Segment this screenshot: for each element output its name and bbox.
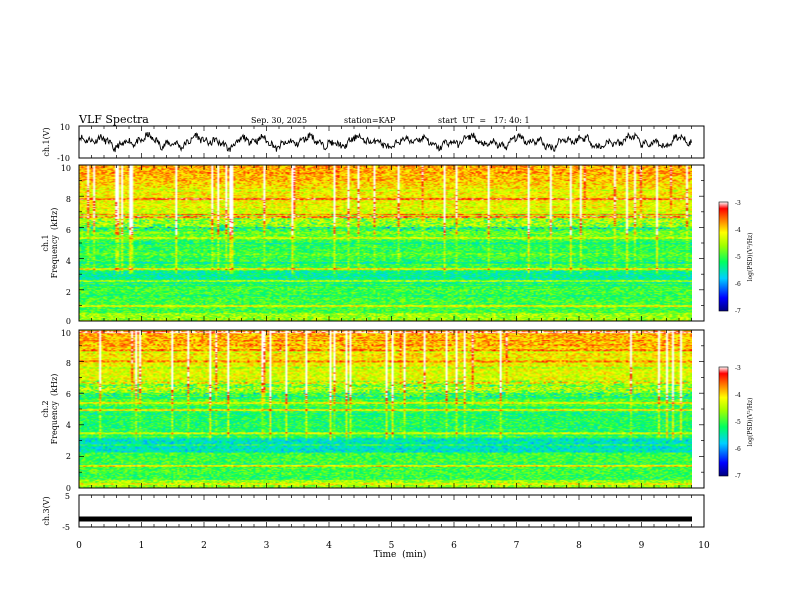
x-tick-label-0: 0 xyxy=(76,541,82,551)
ch2-freq-tick-0: 0 xyxy=(66,484,71,493)
ch2-freq-tick-10: 10 xyxy=(61,329,71,338)
ch2-colorbar-tick-m3: -3 xyxy=(735,365,741,372)
ch2-freq-tick-2: 2 xyxy=(66,452,71,461)
ch1-spectrogram-image xyxy=(79,165,692,321)
ch1-waveform-panel: 10 -10 ch.1(V) xyxy=(42,123,705,163)
chart-title: VLF Spectra xyxy=(78,113,149,126)
x-tick-label-2: 2 xyxy=(201,541,207,551)
x-tick-label-8: 8 xyxy=(576,541,582,551)
ch2-freq-tick-4: 4 xyxy=(66,421,71,430)
ch2-colorbar-tick-m5: -5 xyxy=(735,419,741,426)
start-time-label: start UT = 17: 40: 1 xyxy=(438,116,530,125)
x-tick-label-3: 3 xyxy=(264,541,270,551)
ch2-colorbar-label: log(PSD)(V²/Hz) xyxy=(747,398,754,447)
x-tick-label-4: 4 xyxy=(326,541,332,551)
ch1-freq-tick-10: 10 xyxy=(61,164,71,173)
ch2-colorbar: -3 -4 -5 -6 -7 log(PSD)(V²/Hz) xyxy=(718,365,754,480)
x-tick-label-1: 1 xyxy=(139,541,145,551)
ch2-colorbar-tick-m7: -7 xyxy=(735,473,741,480)
ch1-freq-tick-8: 8 xyxy=(66,195,71,204)
ch3-waveform-x-ticks xyxy=(78,495,705,527)
ch3-waveform-ytick-top: 5 xyxy=(65,492,70,501)
ch1-colorbar: -3 -4 -5 -6 -7 log(PSD)(V²/Hz) xyxy=(718,200,754,315)
ch1-freq-tick-6: 6 xyxy=(66,226,71,235)
ch1-freq-tick-2: 2 xyxy=(66,288,71,297)
ch1-freq-tick-4: 4 xyxy=(66,257,71,266)
ch1-freq-tick-0: 0 xyxy=(66,317,71,326)
ch3-waveform-panel: 5 -5 ch.3(V) xyxy=(42,492,705,532)
ch2-freq-tick-6: 6 xyxy=(66,390,71,399)
x-tick-label-6: 6 xyxy=(451,541,457,551)
ch2-spectrogram-panel: 0 2 4 6 8 10 ch.2 Frequency (kHz) xyxy=(41,329,705,493)
ch2-colorbar-tick-m6: -6 xyxy=(735,446,741,453)
ch1-colorbar-label: log(PSD)(V²/Hz) xyxy=(747,233,754,282)
x-tick-label-7: 7 xyxy=(514,541,520,551)
x-tick-label-10: 10 xyxy=(698,541,710,551)
ch1-colorbar-tick-m7: -7 xyxy=(735,308,741,315)
ch3-waveform-ytick-bottom: -5 xyxy=(62,523,70,532)
ch1-spectrogram-ylabel-frequency: Frequency (kHz) xyxy=(50,208,59,279)
ch1-spectrogram-ylabel-channel: ch.1 xyxy=(41,234,50,251)
ch3-waveform-ylabel: ch.3(V) xyxy=(42,496,51,525)
ch1-colorbar-tick-m4: -4 xyxy=(735,227,741,234)
ch1-waveform-ylabel: ch.1(V) xyxy=(42,127,51,156)
x-axis: 0 1 2 3 4 5 6 7 8 9 10 Time (min) xyxy=(76,541,710,560)
ch1-waveform-ytick-top: 10 xyxy=(60,123,70,132)
ch2-spectrogram-ylabel-frequency: Frequency (kHz) xyxy=(50,374,59,445)
ch1-waveform-ytick-bottom: -10 xyxy=(57,154,70,163)
ch1-waveform-x-ticks xyxy=(78,126,705,158)
ch2-freq-tick-8: 8 xyxy=(66,359,71,368)
ch1-colorbar-tick-m3: -3 xyxy=(735,200,741,207)
ch1-spectrogram-panel: 0 2 4 6 8 10 ch.1 Frequency (kHz) xyxy=(41,164,705,326)
ch2-colorbar-tick-m4: -4 xyxy=(735,392,741,399)
date-label: Sep. 30, 2025 xyxy=(251,116,307,125)
x-tick-label-9: 9 xyxy=(639,541,645,551)
ch1-colorbar-tick-m5: -5 xyxy=(735,254,741,261)
x-axis-label: Time (min) xyxy=(374,549,427,560)
ch2-spectrogram-image xyxy=(79,330,692,488)
ch2-spectrogram-ylabel-channel: ch.2 xyxy=(41,400,50,417)
x-tick-label-5: 5 xyxy=(389,541,395,551)
station-label: station=KAP xyxy=(344,116,396,125)
ch2-spectrogram-ticks xyxy=(78,329,705,489)
ch3-waveform-trace xyxy=(79,516,692,522)
ch1-waveform-trace xyxy=(78,131,692,153)
ch1-colorbar-tick-m6: -6 xyxy=(735,281,741,288)
ch1-spectrogram-ticks xyxy=(78,164,705,322)
